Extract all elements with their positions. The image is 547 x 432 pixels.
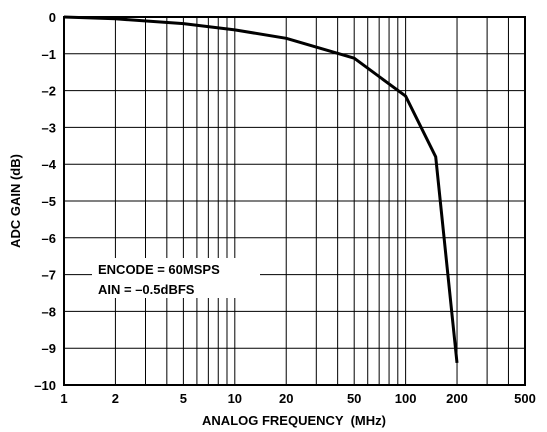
y-tick-label: –4 (42, 157, 57, 172)
plot-frame (63, 16, 526, 386)
x-tick-label: 50 (347, 391, 361, 406)
x-tick-label: 1 (60, 391, 67, 406)
y-tick-label: –6 (42, 231, 56, 246)
y-tick-label: –3 (42, 120, 56, 135)
annotation-encode: ENCODE = 60MSPS (98, 262, 220, 277)
x-tick-label: 10 (228, 391, 242, 406)
y-tick-label: –7 (42, 268, 56, 283)
series-layer (63, 15, 459, 364)
y-tick-label: –8 (42, 304, 56, 319)
x-tick-labels: 1 2 5 10 20 50 100 200 500 (60, 391, 535, 406)
x-tick-label: 100 (395, 391, 417, 406)
x-tick-label: 2 (112, 391, 119, 406)
annotation-ain: AIN = –0.5dBFS (98, 282, 195, 297)
x-tick-label: 20 (279, 391, 293, 406)
y-axis-title: ADC GAIN (dB) (8, 154, 23, 248)
y-tick-label: –9 (42, 341, 56, 356)
y-tick-label: 0 (49, 10, 56, 25)
y-tick-label: –1 (42, 47, 56, 62)
grid (64, 17, 525, 385)
annotation-background (92, 258, 260, 298)
y-tick-labels: 0 –1 –2 –3 –4 –5 –6 –7 –8 –9 –10 (34, 10, 56, 393)
x-tick-label: 200 (446, 391, 468, 406)
y-tick-label: –5 (42, 194, 56, 209)
y-tick-label: –10 (34, 378, 56, 393)
x-tick-label: 5 (180, 391, 187, 406)
annotation-box: ENCODE = 60MSPS AIN = –0.5dBFS (92, 258, 260, 298)
y-tick-label: –2 (42, 84, 56, 99)
x-axis-title: ANALOG FREQUENCY (MHz) (202, 413, 386, 428)
series-line-adc-gain (63, 15, 459, 364)
x-tick-label: 500 (514, 391, 536, 406)
